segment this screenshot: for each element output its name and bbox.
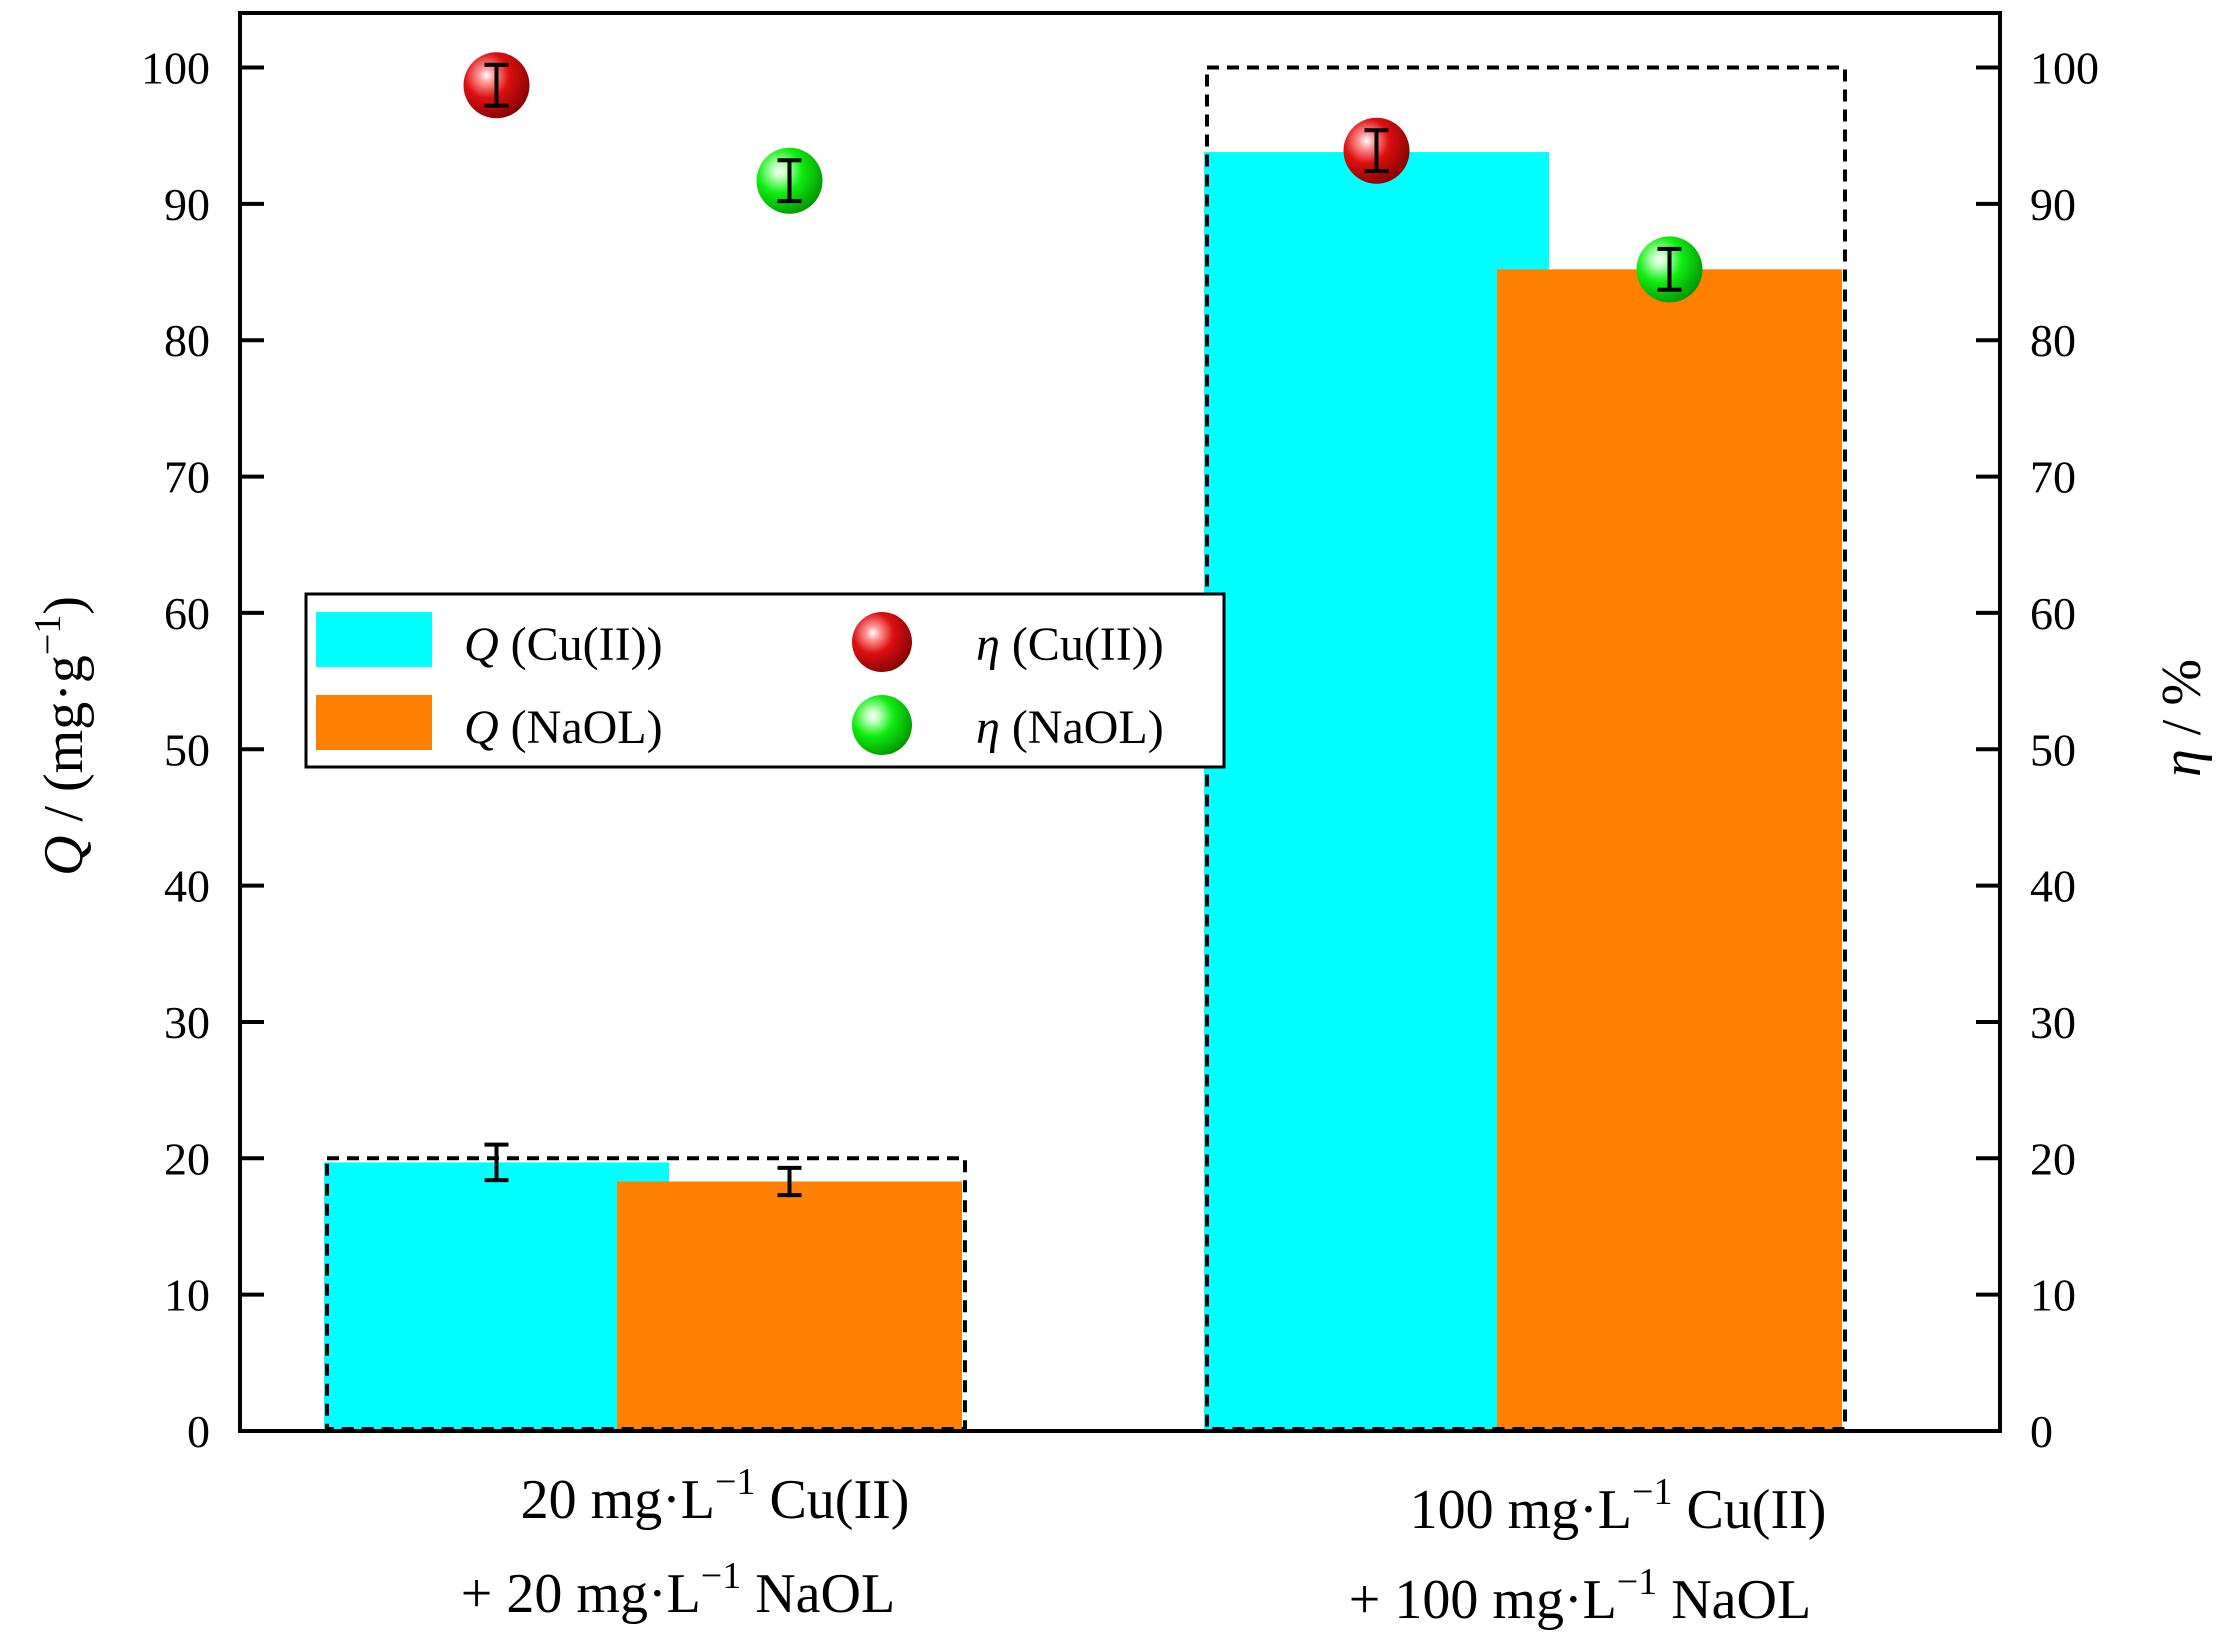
legend-marker-eta-cu <box>852 612 912 672</box>
bar-q-cu-1 <box>1204 152 1549 1431</box>
bar-q-naol-1 <box>1497 269 1842 1431</box>
legend-label-eta-cu: η (Cu(II)) <box>976 618 1164 671</box>
left-tick-label-50: 50 <box>164 724 210 775</box>
right-tick-label-80: 80 <box>2030 315 2076 366</box>
category-label-0-line2: + 20 mg·L−1 NaOL <box>461 1555 895 1625</box>
legend: Q (Cu(II)) Q (NaOL) η (Cu(II)) η (NaOL) <box>304 592 1226 769</box>
bar-q-cu-0 <box>324 1162 669 1431</box>
right-tick-label-0: 0 <box>2030 1406 2053 1457</box>
legend-label-q-naol: Q (NaOL) <box>464 701 663 754</box>
right-axis-title-symbol: η <box>2151 749 2213 777</box>
right-tick-label-60: 60 <box>2030 588 2076 639</box>
right-tick-label-40: 40 <box>2030 861 2076 912</box>
right-tick-label-30: 30 <box>2030 997 2076 1048</box>
legend-swatch-q-cu <box>316 612 432 667</box>
plot-frame <box>238 11 2002 1433</box>
left-tick-label-10: 10 <box>164 1270 210 1321</box>
legend-label-eta-naol: η (NaOL) <box>976 701 1164 754</box>
left-tick-label-30: 30 <box>164 997 210 1048</box>
left-axis-title-text: / (mg·g <box>33 655 95 835</box>
left-tick-label-0: 0 <box>187 1406 210 1457</box>
error-bars-layer <box>484 1142 802 1198</box>
left-axis-title-symbol: Q <box>33 836 95 876</box>
left-tick-label-90: 90 <box>164 179 210 230</box>
left-tick-label-70: 70 <box>164 452 210 503</box>
left-tick-label-100: 100 <box>141 43 210 94</box>
right-axis-title-text: / % <box>2151 659 2213 749</box>
bars-layer <box>324 152 1842 1431</box>
points-layer <box>463 52 1703 303</box>
left-axis-title-close: ) <box>33 596 95 615</box>
legend-label-q-cu: Q (Cu(II)) <box>464 618 663 671</box>
left-tick-label-40: 40 <box>164 861 210 912</box>
right-tick-label-90: 90 <box>2030 179 2076 230</box>
bar-q-naol-0 <box>617 1181 962 1431</box>
left-axis-title: Q / (mg·g−1) <box>27 596 95 876</box>
legend-swatch-q-naol <box>316 695 432 750</box>
category-labels: 20 mg·L−1 Cu(II) + 20 mg·L−1 NaOL 100 mg… <box>461 1461 1827 1631</box>
left-tick-label-80: 80 <box>164 315 210 366</box>
left-axis-title-sup: −1 <box>27 615 69 655</box>
right-tick-label-100: 100 <box>2030 43 2099 94</box>
legend-frame <box>304 592 1226 769</box>
right-tick-label-50: 50 <box>2030 724 2076 775</box>
axes-layer: 0 10 20 30 40 50 60 70 80 90 100 0 10 20 30 40 50 60 70 80 9… <box>141 11 2099 1457</box>
category-label-0-line1: 20 mg·L−1 Cu(II) <box>521 1461 910 1531</box>
right-axis-title: η / % <box>2151 659 2213 777</box>
legend-marker-eta-naol <box>852 695 912 755</box>
left-tick-label-20: 20 <box>164 1133 210 1184</box>
right-tick-label-10: 10 <box>2030 1270 2076 1321</box>
category-label-1-line1: 100 mg·L−1 Cu(II) <box>1410 1471 1827 1541</box>
left-tick-label-60: 60 <box>164 588 210 639</box>
right-tick-label-20: 20 <box>2030 1133 2076 1184</box>
right-tick-label-70: 70 <box>2030 452 2076 503</box>
category-label-1-line2: + 100 mg·L−1 NaOL <box>1349 1561 1811 1631</box>
